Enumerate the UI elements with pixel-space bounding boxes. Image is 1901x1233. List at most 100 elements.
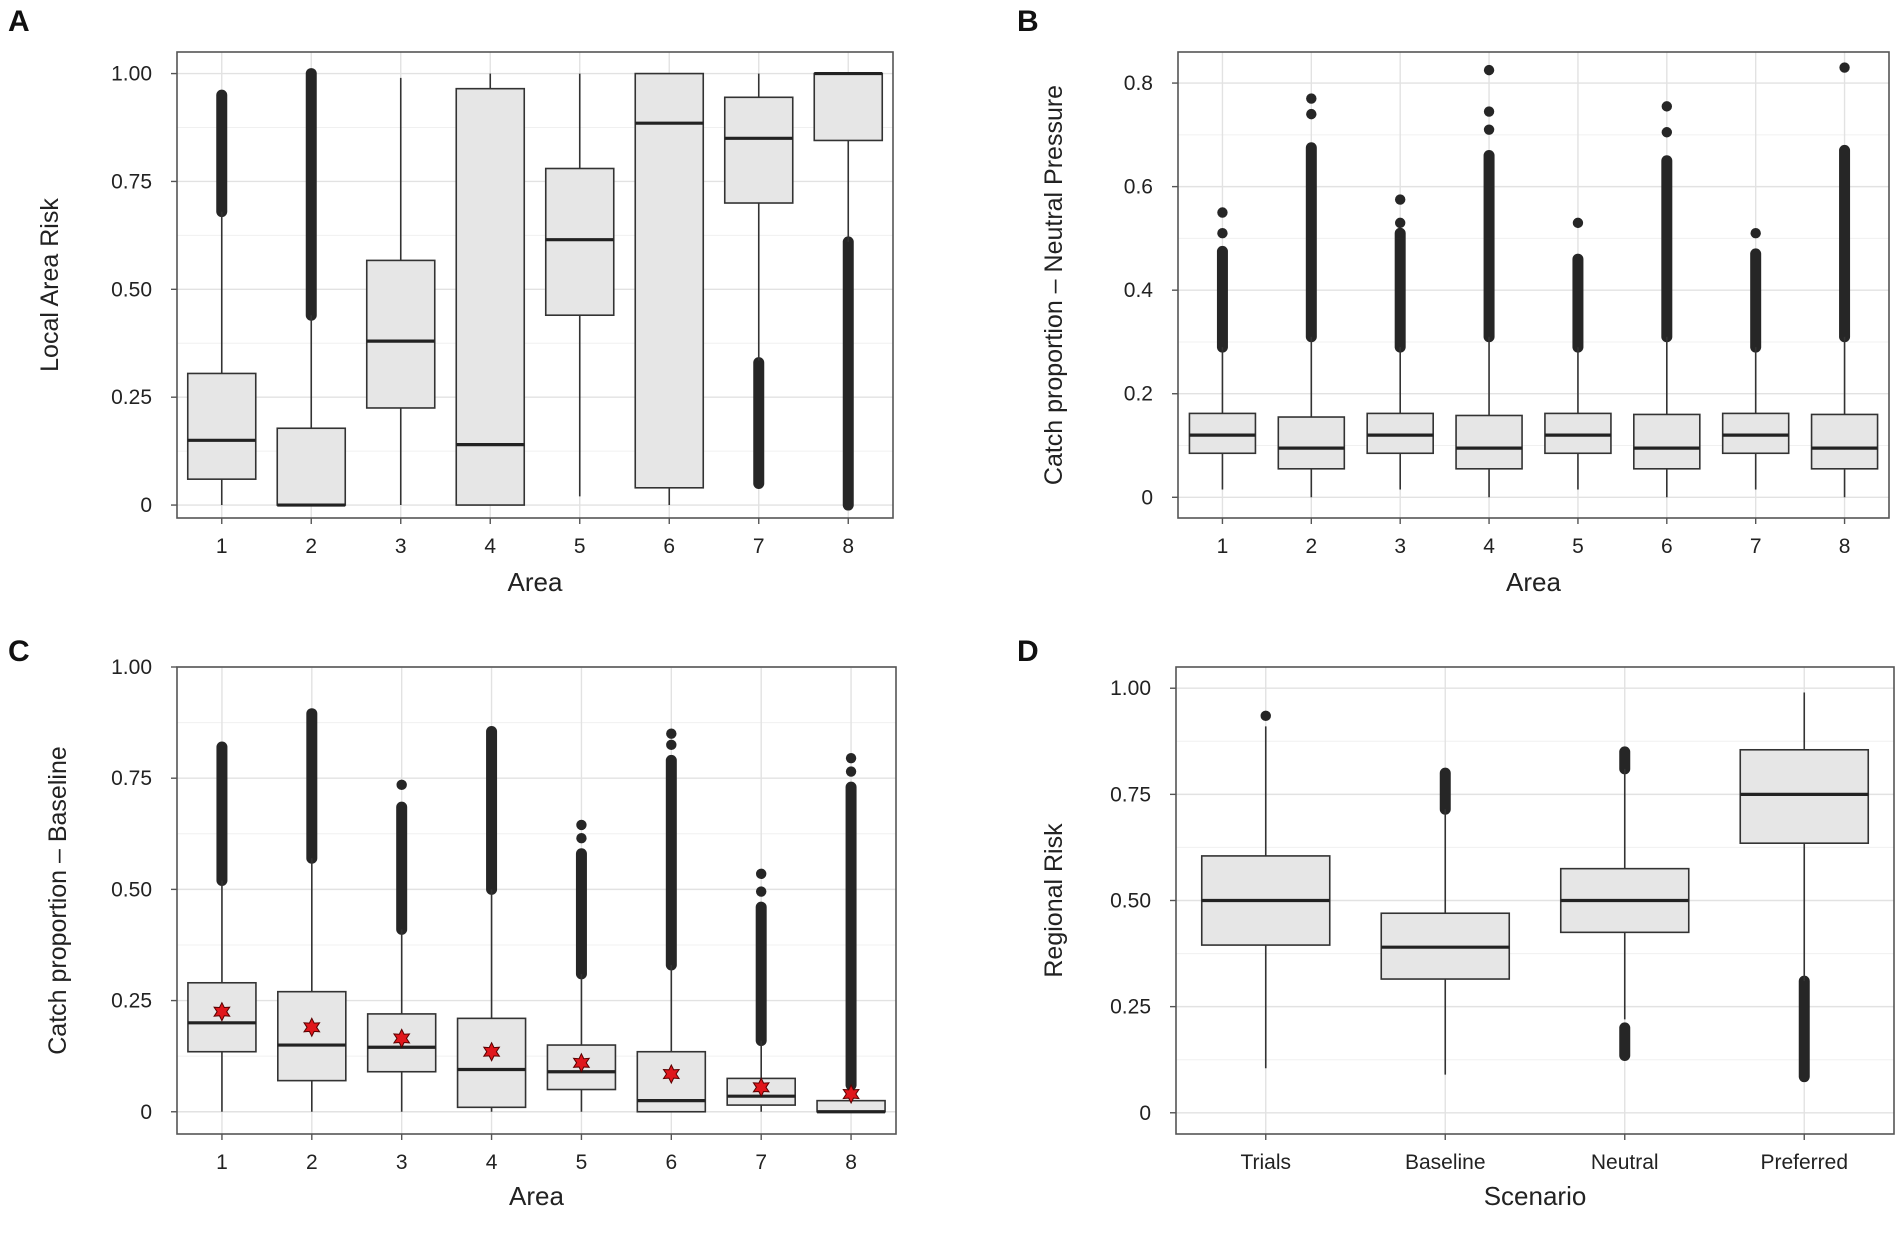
outlier-points [575,848,587,980]
panel-label: A [8,5,30,38]
mean-star-marker [842,1083,860,1105]
y-tick-label: 0 [140,1101,152,1124]
box-body [456,1017,527,1109]
y-tick-label: 0.75 [111,767,152,790]
outlier-point [845,752,857,764]
box-body [1633,413,1701,470]
outlier-point [1260,710,1271,722]
mean-star-marker [392,1028,411,1049]
y-tick-label: 0.75 [1110,783,1151,806]
box-2 [276,68,347,507]
x-tick-label: 6 [665,1151,677,1174]
box-5 [1544,217,1612,490]
box-body [634,72,705,489]
outlier-point [396,779,407,791]
mean-star-marker [662,1063,681,1085]
outlier-point [1839,62,1850,73]
x-tick-label: Preferred [1760,1151,1848,1174]
outlier-point [576,833,587,844]
x-tick-label: 4 [484,535,496,558]
outlier-points [1839,144,1851,343]
box-body [1739,748,1870,844]
outlier-point [576,819,587,831]
x-axis-title: Scenario [1484,1181,1587,1211]
outlier-point [1483,124,1495,135]
outlier-point [1394,194,1406,205]
plot-border [176,51,894,519]
outlier-point [1217,207,1228,218]
outlier-point [1306,93,1317,104]
x-tick-label: 8 [845,1151,857,1174]
x-tick-label: 4 [486,1151,498,1174]
x-tick-label: 3 [1394,535,1406,558]
outlier-point [845,766,857,777]
y-tick-label: 0.8 [1124,72,1153,95]
y-tick-label: 0.50 [111,878,152,901]
x-tick-label: 6 [663,535,675,558]
y-tick-label: 1.00 [1110,677,1151,700]
x-tick-label: 1 [216,1151,228,1174]
box-4 [455,73,526,506]
x-tick-label: 1 [1217,535,1229,558]
outlier-points [396,801,408,935]
outlier-points [665,754,677,971]
box-body [1277,416,1346,470]
outlier-points [1798,975,1810,1083]
x-axis-title: Area [1506,567,1561,597]
box-6 [634,72,705,506]
outlier-points [1305,142,1317,343]
box-7 [726,868,796,1112]
box-body [544,167,615,317]
box-body [365,259,436,409]
box-body [455,87,526,506]
outlier-points [1439,767,1451,815]
x-tick-label: 2 [305,535,317,558]
box-body [276,427,347,506]
box-8 [1810,62,1879,498]
box-body [1188,412,1257,455]
outlier-points [216,89,228,218]
y-tick-label: 1.00 [111,656,152,679]
outlier-point [755,868,767,880]
box-Trials [1200,710,1331,1069]
box-3 [1366,194,1434,490]
x-tick-label: 1 [216,535,228,558]
y-tick-label: 0.25 [1110,996,1151,1019]
x-tick-label: 5 [576,1151,588,1174]
y-tick-label: 0.75 [111,170,152,193]
outlier-point [666,728,677,739]
box-7 [1721,228,1790,490]
x-tick-label: 3 [395,535,407,558]
outlier-point [1750,228,1761,239]
panel-a: A 0 0.25 0.50 0.75 1.00 1 2 3 4 5 6 7 8 Area Local Area… [8,5,894,597]
box-body [1810,413,1879,470]
x-tick-label: 6 [1661,535,1673,558]
plot-border [1177,51,1890,519]
outlier-points [1619,1022,1631,1061]
x-tick-label: 8 [1839,535,1851,558]
outlier-points [1750,248,1762,353]
outlier-points [753,357,765,489]
box-Neutral [1559,746,1690,1061]
panel-b: B 0 0.2 0.4 0.6 0.8 1 2 3 4 5 6 7 8 Area Catch proporti… [1017,5,1890,597]
box-1 [1188,207,1257,490]
x-tick-label: Neutral [1591,1151,1659,1174]
box-2 [277,708,347,1112]
outlier-point [1661,101,1673,112]
box-1 [187,741,257,1112]
outlier-point [1483,64,1495,76]
outlier-point [1483,106,1495,117]
x-tick-label: 8 [842,535,854,558]
x-tick-label: 2 [1305,535,1317,558]
y-tick-label: 0.50 [1110,890,1151,913]
y-tick-label: 0.2 [1124,383,1153,406]
mean-star-marker [572,1052,591,1073]
x-tick-label: 3 [396,1151,408,1174]
outlier-point [755,886,767,897]
outlier-point [1217,228,1228,239]
y-axis-title: Regional Risk [1040,823,1068,978]
x-tick-label: 5 [574,535,586,558]
outlier-points [306,708,318,864]
outlier-point [1394,217,1406,229]
